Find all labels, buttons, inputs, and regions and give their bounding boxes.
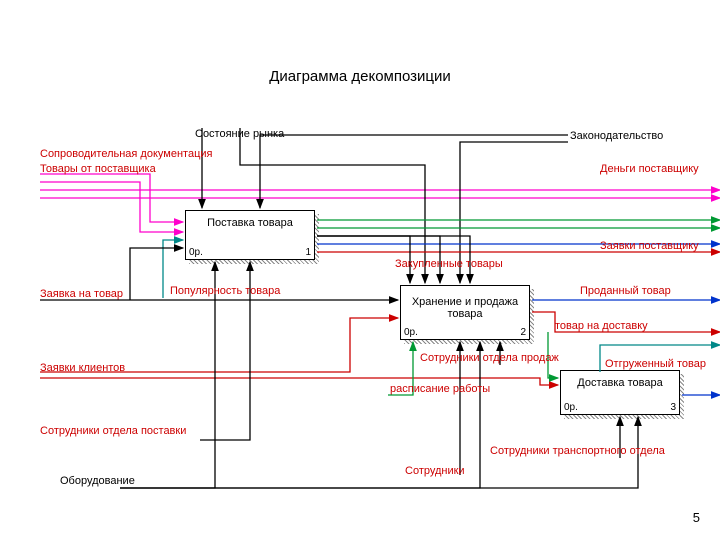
- label-l-dengi: Деньги поставщику: [600, 163, 699, 175]
- label-l-zakup: Закупленные товары: [395, 258, 503, 270]
- label-l-rasp: расписание работы: [390, 383, 490, 395]
- label-l-sotrtrans: Сотрудники транспортного отдела: [490, 445, 665, 457]
- page-number: 5: [693, 510, 700, 525]
- label-l-zayavka: Заявка на товар: [40, 288, 123, 300]
- label-l-tov: Товары от поставщика: [40, 163, 156, 175]
- label-l-sotr: Сотрудники: [405, 465, 465, 477]
- label-l-prod: Проданный товар: [580, 285, 671, 297]
- label-l-obor: Оборудование: [60, 475, 135, 487]
- label-l-sotrpost: Сотрудники отдела поставки: [40, 425, 186, 437]
- label-l-zak: Законодательство: [570, 130, 663, 142]
- label-l-zkl: Заявки клиентов: [40, 362, 125, 374]
- label-l-tovdost: товар на доставку: [555, 320, 648, 332]
- label-l-zpost: Заявки поставщику: [600, 240, 699, 252]
- label-l-sotrprod: Сотрудники отдела продаж: [420, 352, 559, 364]
- label-l-sopr: Сопроводительная документация: [40, 148, 212, 160]
- label-l-sost: Состояние рынка: [195, 128, 284, 140]
- label-l-pop: Популярность товара: [170, 285, 280, 297]
- arrow-layer: [0, 0, 720, 540]
- label-l-otgr: Отгруженный товар: [605, 358, 706, 370]
